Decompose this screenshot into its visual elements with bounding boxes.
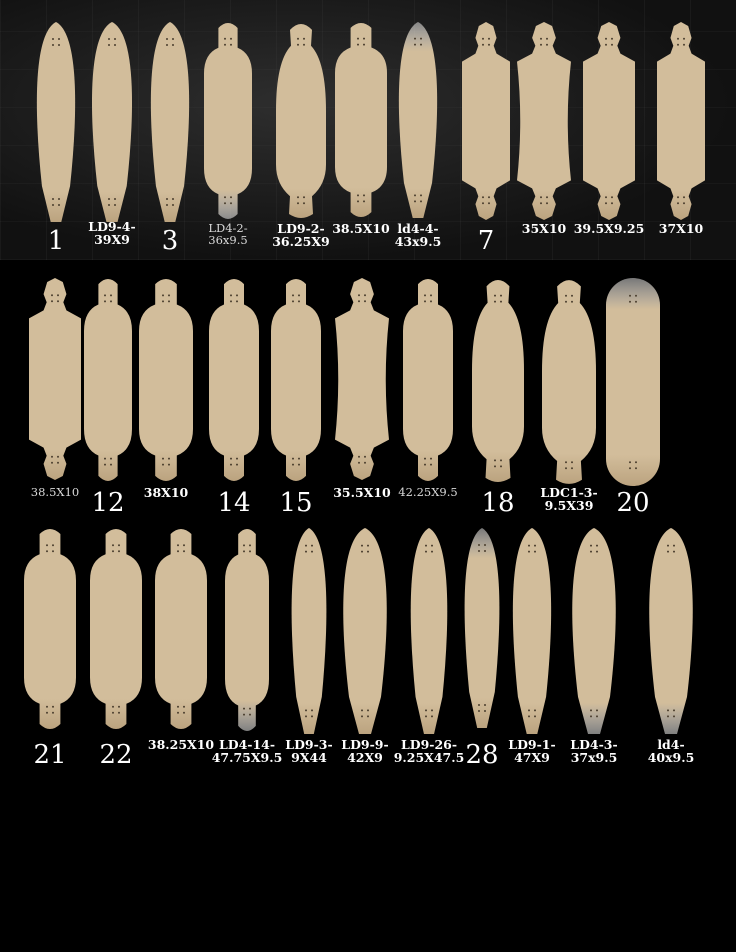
deck-shape (403, 279, 453, 481)
deck-label: 21 (33, 740, 67, 770)
deck-shape (512, 528, 552, 734)
deck-label: 18 (481, 488, 515, 518)
deck-shape (335, 278, 389, 480)
deck-label: LD4-2- 36x9.5 (208, 221, 248, 248)
deck-shape (343, 528, 387, 734)
deck-label: 28 (465, 740, 499, 770)
deck-shape (335, 22, 387, 218)
deck-label: 3 (161, 226, 179, 256)
deck-label: LD9-3- 9X44 (285, 737, 333, 766)
deck-shape (583, 22, 635, 220)
deck-shape (606, 278, 660, 486)
deck-label: 38.25X10 (147, 737, 215, 752)
deck-shape (155, 529, 207, 729)
deck-shape (36, 22, 76, 222)
deck-shape (84, 279, 132, 481)
deck-shape (657, 22, 705, 220)
deck-shape (398, 22, 438, 218)
deck-shape (291, 528, 327, 734)
deck-label: 20 (616, 488, 650, 518)
deck-shape (410, 528, 448, 734)
deck-shape (276, 23, 326, 219)
deck-shape (139, 279, 193, 481)
deck-shape (29, 278, 81, 480)
deck-shape (464, 528, 500, 728)
deck-label: 35.5X10 (333, 485, 391, 500)
deck-label: LD9-9- 42X9 (341, 737, 389, 766)
deck-label: 39.5X9.25 (573, 221, 645, 236)
deck-shape (24, 529, 76, 729)
deck-label: 22 (99, 740, 133, 770)
deck-label: LD9-2- 36.25X9 (272, 221, 330, 250)
deck-label: LD4-14- 47.75X9.5 (211, 737, 283, 766)
deck-shape (90, 529, 142, 729)
deck-label: 38.5X10 (30, 485, 80, 499)
deck-label: 38X10 (143, 485, 189, 500)
deck-label: ld4-4- 43x9.5 (394, 221, 442, 250)
deck-label: 14 (217, 488, 251, 518)
deck-shape (517, 22, 571, 220)
deck-label: 42.25X9.5 (398, 485, 458, 499)
deck-shape (462, 22, 510, 220)
deck-label: 7 (477, 226, 495, 256)
deck-label: 15 (279, 488, 313, 518)
deck-label: LD4-3- 37x9.5 (570, 737, 618, 766)
deck-shape (204, 22, 252, 220)
deck-label: 38.5X10 (332, 221, 390, 236)
deck-label: LD9-4- 39X9 (88, 219, 136, 248)
deck-shape (225, 529, 269, 731)
deck-label: LD9-1- 47X9 (508, 737, 556, 766)
deck-label: 35X10 (521, 221, 567, 236)
deck-shape (91, 22, 133, 222)
deck-shape (150, 22, 190, 222)
deck-shape (572, 528, 616, 734)
deck-shape (271, 279, 321, 481)
deck-label: LD9-26- 9.25X47.5 (393, 737, 465, 766)
deck-label: 12 (91, 488, 125, 518)
deck-shape (649, 528, 693, 734)
deck-shape (209, 279, 259, 481)
deck-label: ld4- 40x9.5 (647, 737, 695, 766)
deck-label: 1 (47, 226, 65, 256)
deck-shape (472, 280, 524, 482)
deck-label: LDC1-3- 9.5X39 (540, 485, 598, 514)
deck-label: 37X10 (658, 221, 704, 236)
deck-shape (542, 280, 596, 484)
